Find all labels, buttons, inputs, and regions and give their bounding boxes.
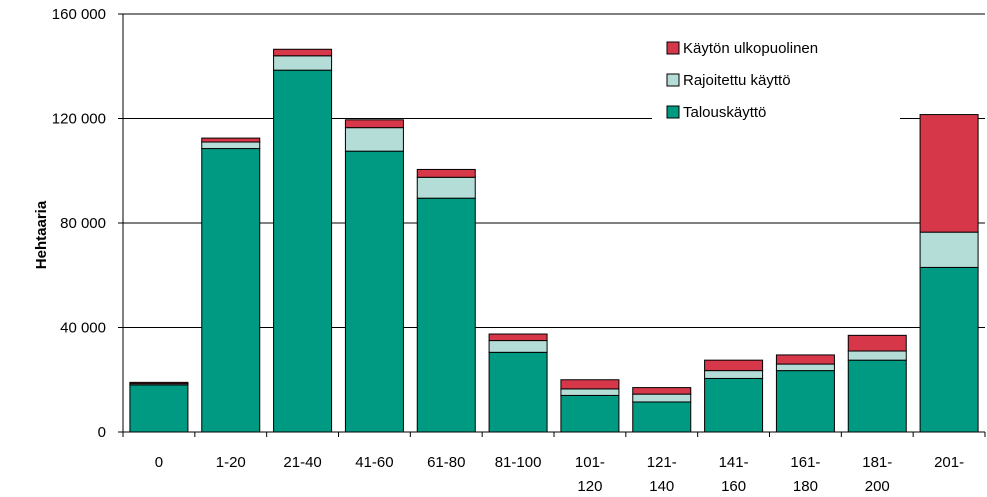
bar-segment-talouskaytto: [632, 401, 692, 433]
bar-segment-kayton-ulkopuolinen: [560, 379, 620, 390]
x-tick-label: 201-: [934, 454, 964, 471]
legend: Käytön ulkopuolinen Rajoitettu käyttö Talo…: [666, 40, 818, 121]
bar-segment-kayton-ulkopuolinen: [344, 119, 404, 129]
bar-segment-talouskaytto: [775, 370, 835, 433]
x-tick-label: 121-140: [647, 454, 677, 495]
bar-segment-talouskaytto: [344, 150, 404, 433]
bar-segment-rajoitettu: [775, 363, 835, 372]
bar-segment-talouskaytto: [273, 69, 333, 433]
bar-segment-kayton-ulkopuolinen: [632, 387, 692, 395]
y-tick-label: 80 000: [60, 215, 106, 232]
y-tick-labels: 0 40 000 80 000 120 000 160 000: [52, 6, 106, 441]
x-tick-label: 81-100: [495, 454, 542, 471]
bar-segment-kayton-ulkopuolinen: [201, 137, 261, 143]
legend-swatch: [666, 41, 680, 55]
bar-segment-rajoitettu: [847, 350, 907, 361]
bar-segment-kayton-ulkopuolinen: [416, 168, 476, 178]
y-tick-label: 120 000: [52, 111, 106, 128]
x-tick-labels: 0 1-20 21-40 41-60 61-80 81-100 101-120 121-140…: [155, 454, 964, 495]
bar-segment-kayton-ulkopuolinen: [919, 114, 979, 233]
x-tick-label: 0: [155, 454, 163, 471]
legend-label: Käytön ulkopuolinen: [683, 40, 818, 57]
legend-item-rajoitettu: Rajoitettu käyttö: [666, 72, 791, 89]
x-tick-label: 181-200: [862, 454, 892, 495]
bar-segment-kayton-ulkopuolinen: [775, 354, 835, 365]
axes: [118, 13, 986, 437]
bar-segment-kayton-ulkopuolinen: [273, 48, 333, 57]
bar-segment-rajoitettu: [273, 55, 333, 71]
bar-segment-kayton-ulkopuolinen: [704, 359, 764, 372]
bars: [129, 48, 979, 433]
x-tick-label: 41-60: [355, 454, 393, 471]
y-tick-label: 0: [98, 424, 106, 441]
bar-segment-rajoitettu: [488, 340, 548, 353]
legend-label: Rajoitettu käyttö: [683, 72, 791, 89]
bar-segment-talouskaytto: [919, 266, 979, 433]
bar-segment-talouskaytto: [488, 351, 548, 433]
bar-segment-rajoitettu: [632, 393, 692, 403]
x-tick-label: 141-160: [719, 454, 749, 495]
bar-segment-rajoitettu: [919, 231, 979, 268]
bar-segment-rajoitettu: [344, 127, 404, 152]
legend-swatch: [666, 73, 680, 87]
bar-segment-kayton-ulkopuolinen: [847, 334, 907, 352]
bar-segment-talouskaytto: [416, 197, 476, 433]
x-tick-label: 101-120: [575, 454, 605, 495]
x-tick-label: 161-180: [790, 454, 820, 495]
bar-segment-rajoitettu: [416, 176, 476, 199]
bar-segment-rajoitettu: [560, 388, 620, 396]
legend-item-kayton-ulkopuolinen: Käytön ulkopuolinen: [666, 40, 818, 57]
legend-label: Talouskäyttö: [683, 104, 766, 121]
y-axis-title: Hehtaaria: [33, 200, 50, 269]
x-tick-label: 21-40: [283, 454, 321, 471]
legend-item-talouskaytto: Talouskäyttö: [666, 104, 766, 121]
bar-segment-rajoitettu: [704, 370, 764, 379]
bar-segment-kayton-ulkopuolinen: [488, 333, 548, 342]
legend-swatch: [666, 105, 680, 119]
bar-segment-talouskaytto: [847, 359, 907, 433]
y-tick-label: 40 000: [60, 320, 106, 337]
x-tick-label: 61-80: [427, 454, 465, 471]
bar-segment-talouskaytto: [704, 377, 764, 433]
gridlines: [123, 13, 985, 328]
y-tick-label: 160 000: [52, 6, 106, 23]
bar-segment-talouskaytto: [129, 384, 189, 433]
x-tick-label: 1-20: [216, 454, 246, 471]
bar-segment-talouskaytto: [560, 394, 620, 433]
bar-segment-rajoitettu: [201, 141, 261, 150]
bar-segment-talouskaytto: [201, 148, 261, 433]
bar-segment-kayton-ulkopuolinen: [129, 381, 189, 385]
